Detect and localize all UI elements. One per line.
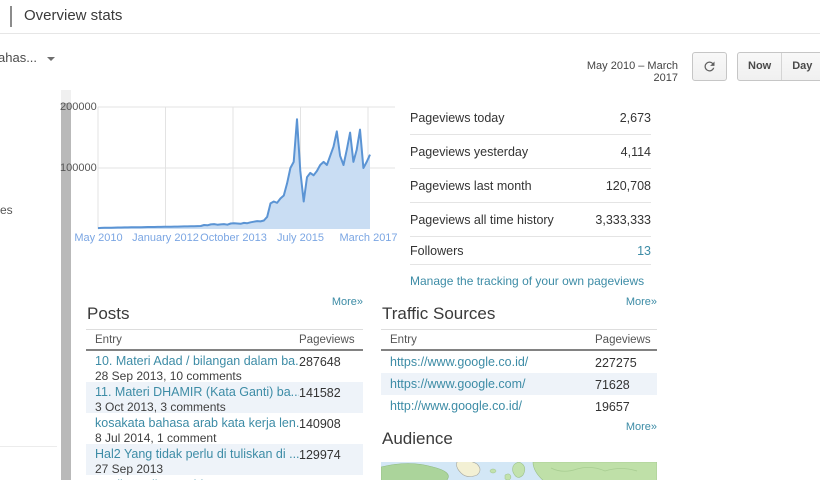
- traffic-table: Entry Pageviews https://www.google.co.id…: [381, 329, 657, 417]
- traffic-table-header: Entry Pageviews: [381, 329, 657, 351]
- scrollbar-thumb[interactable]: [61, 103, 71, 480]
- manage-pageview-tracking-link[interactable]: Manage the tracking of your own pageview…: [410, 274, 645, 288]
- traffic-row: https://www.google.com/ 71628: [381, 373, 657, 395]
- now-button[interactable]: Now: [748, 60, 772, 72]
- world-map: [380, 460, 658, 480]
- traffic-more-link[interactable]: More»: [625, 296, 657, 308]
- traffic-pageviews-value: 19657: [595, 399, 630, 414]
- blog-selector-dropdown[interactable]: ahas...: [0, 50, 56, 65]
- stat-value: 120,708: [605, 178, 651, 193]
- post-row: Hal2 Yang tidak perlu di tuliskan di ...…: [86, 444, 363, 475]
- x-axis-tick-march-2017: March 2017: [339, 232, 398, 244]
- post-title-link[interactable]: Hal2 Yang tidak perlu di tuliskan di ...: [95, 447, 299, 461]
- pageviews-column-header: Pageviews: [595, 333, 651, 346]
- pageviews-column-header: Pageviews: [299, 333, 355, 346]
- traffic-source-link[interactable]: https://www.google.co.id/: [390, 355, 529, 369]
- x-axis-tick-october-2013: October 2013: [200, 232, 267, 244]
- stat-value: 3,333,333: [595, 212, 651, 227]
- x-axis-tick-january-2012: January 2012: [132, 232, 199, 244]
- stat-row-pageviews-all-time: Pageviews all time history 3,333,333: [410, 203, 651, 237]
- stat-label: Followers: [410, 243, 464, 258]
- post-meta: 27 Sep 2013: [95, 462, 164, 475]
- date-range-label: May 2010 – March 2017: [586, 60, 678, 84]
- audience-more-link[interactable]: More»: [625, 421, 657, 433]
- audience-section-title: Audience: [382, 429, 453, 448]
- post-meta: 8 Jul 2014, 1 comment: [95, 431, 217, 444]
- sidebar-divider: [0, 446, 57, 447]
- stat-row-pageviews-last-month: Pageviews last month 120,708: [410, 169, 651, 203]
- chart-canvas: [97, 106, 395, 230]
- stat-row-followers: Followers 13: [410, 237, 651, 265]
- time-range-button-group: Now Day W: [737, 52, 820, 81]
- post-row: 10. Materi Adad / bilangan dalam ba... 2…: [86, 351, 363, 382]
- pageviews-chart: 200000 100000 May 2010 January 2012 Octo…: [60, 100, 400, 256]
- refresh-icon: [702, 59, 717, 74]
- posts-table: Entry Pageviews 10. Materi Adad / bilang…: [86, 329, 363, 480]
- blog-selector-label: ahas...: [0, 50, 38, 65]
- posts-table-header: Entry Pageviews: [86, 329, 363, 351]
- post-title-link[interactable]: 11. Materi DHAMIR (Kata Ganti) ba...: [95, 385, 299, 399]
- stat-label: Pageviews today: [410, 110, 505, 125]
- traffic-pageviews-value: 227275: [595, 355, 637, 370]
- header-divider-bar: [10, 6, 12, 27]
- traffic-pageviews-value: 71628: [595, 377, 630, 392]
- traffic-source-link[interactable]: http://www.google.co.id/: [390, 399, 523, 413]
- stat-label: Pageviews last month: [410, 178, 532, 193]
- refresh-button[interactable]: [692, 52, 727, 81]
- post-pageviews-value: 141582: [299, 386, 341, 400]
- post-pageviews-value: 287648: [299, 355, 341, 369]
- entry-column-header: Entry: [390, 333, 417, 346]
- stat-label: Pageviews all time history: [410, 212, 554, 227]
- traffic-row: https://www.google.co.id/ 227275: [381, 351, 657, 373]
- y-axis-tick-200000: 200000: [60, 101, 97, 113]
- post-row: 11. Materi DHAMIR (Kata Ganti) ba... 3 O…: [86, 382, 363, 413]
- post-meta: 3 Oct 2013, 3 comments: [95, 400, 226, 413]
- followers-count-link[interactable]: 13: [637, 243, 651, 258]
- stat-value: 4,114: [620, 144, 651, 159]
- page-title: Overview stats: [24, 7, 123, 24]
- stat-value: 2,673: [619, 110, 651, 125]
- post-pageviews-value: 140908: [299, 417, 341, 431]
- traffic-row: http://www.google.co.id/ 19657: [381, 395, 657, 417]
- x-axis-tick-july-2015: July 2015: [276, 232, 325, 244]
- posts-more-link[interactable]: More»: [331, 296, 363, 308]
- y-axis-tick-100000: 100000: [60, 162, 97, 174]
- x-axis-tick-may-2010: May 2010: [74, 232, 123, 244]
- post-title-link[interactable]: kosakata bahasa arab kata kerja len...: [95, 416, 299, 430]
- traffic-section-title: Traffic Sources: [382, 304, 496, 323]
- chevron-down-icon: [47, 56, 56, 61]
- entry-column-header: Entry: [95, 333, 122, 346]
- post-title-link[interactable]: Hasil Pemilu Presiden PPLN Hong N...: [95, 478, 299, 480]
- traffic-source-link[interactable]: https://www.google.com/: [390, 377, 526, 391]
- post-row-clipped: Hasil Pemilu Presiden PPLN Hong N... 599…: [86, 475, 363, 480]
- page-header: Overview stats: [0, 0, 820, 34]
- post-pageviews-value: 129974: [299, 448, 341, 462]
- stat-row-pageviews-today: Pageviews today 2,673: [410, 101, 651, 135]
- sidebar-item-clipped[interactable]: es: [0, 203, 13, 217]
- scrollbar-track[interactable]: [61, 90, 71, 480]
- day-button[interactable]: Day: [781, 53, 820, 80]
- post-title-link[interactable]: 10. Materi Adad / bilangan dalam ba...: [95, 354, 299, 368]
- posts-section-title: Posts: [87, 304, 130, 323]
- post-row: kosakata bahasa arab kata kerja len... 8…: [86, 413, 363, 444]
- post-meta: 28 Sep 2013, 10 comments: [95, 369, 242, 382]
- stat-row-pageviews-yesterday: Pageviews yesterday 4,114: [410, 135, 651, 169]
- stats-summary-panel: Pageviews today 2,673 Pageviews yesterda…: [410, 101, 651, 288]
- stat-label: Pageviews yesterday: [410, 144, 529, 159]
